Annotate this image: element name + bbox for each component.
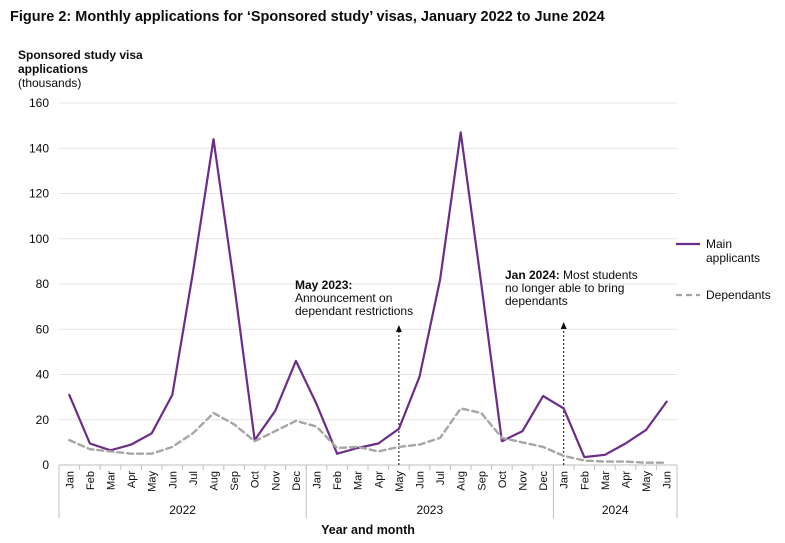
x-tick-label: Aug [209, 471, 221, 491]
year-label: 2022 [169, 503, 196, 517]
y-axis-title-block: Sponsored study visa applications (thous… [18, 48, 178, 90]
x-tick-label: Jan [559, 471, 571, 489]
x-tick-label: Apr [126, 471, 138, 488]
y-tick-label: 40 [36, 368, 50, 382]
x-tick-label: Oct [250, 471, 262, 488]
legend-label-line: Main [706, 237, 732, 251]
x-tick-label: Sep [229, 471, 241, 491]
annotation-text: Jan 2024: Most students no longer able to… [505, 268, 638, 308]
annotation-line: dependants [505, 294, 568, 308]
y-tick-label: 60 [36, 322, 50, 336]
y-tick-label: 140 [29, 141, 49, 155]
x-tick-label: Nov [270, 471, 282, 491]
x-tick-label: May [641, 471, 653, 492]
y-tick-label: 0 [42, 458, 49, 472]
y-tick-label: 100 [29, 232, 49, 246]
x-tick-label: Jul [188, 471, 200, 485]
x-tick-label: Apr [621, 471, 633, 488]
figure-title: Figure 2: Monthly applications for ‘Spon… [10, 9, 605, 25]
y-axis-unit: (thousands) [18, 76, 82, 90]
x-tick-label: Jan [312, 471, 324, 489]
x-tick-label: Mar [600, 471, 612, 490]
x-tick-label: Dec [538, 471, 550, 491]
x-tick-label: Apr [373, 471, 385, 488]
legend-label-line: applicants [706, 251, 760, 265]
x-tick-label: Feb [85, 471, 97, 490]
annotation-line: no longer able to bring [505, 281, 624, 295]
x-tick-label: Nov [518, 471, 530, 491]
year-label: 2024 [602, 503, 629, 517]
annotation-bold: Jan 2024: [505, 268, 560, 282]
y-axis-title: Sponsored study visa applications [18, 48, 143, 76]
x-tick-label: Jan [64, 471, 76, 489]
x-tick-label: Jun [662, 471, 674, 489]
annotation-text: May 2023: Announcement on dependant restri… [295, 278, 413, 318]
x-tick-label: Jun [167, 471, 179, 489]
legend-label: Main applicants [706, 237, 760, 265]
x-tick-label: Sep [476, 471, 488, 491]
y-tick-label: 80 [36, 277, 50, 291]
y-tick-label: 160 [29, 96, 49, 110]
x-tick-label: Jun [415, 471, 427, 489]
annotation-arrowhead [560, 322, 567, 329]
x-tick-label: May [147, 471, 159, 492]
series-line-main-applicants [68, 131, 668, 459]
x-tick-label: Jul [435, 471, 447, 485]
x-axis-title: Year and month [321, 523, 415, 537]
x-tick-label: Feb [579, 471, 591, 490]
series-line-dependants [68, 407, 668, 464]
x-tick-label: Aug [456, 471, 468, 491]
x-tick-label: Mar [353, 471, 365, 490]
annotation-bold: May 2023: [295, 278, 352, 292]
x-tick-label: Oct [497, 471, 509, 488]
annotation-arrowhead [395, 325, 402, 332]
y-tick-label: 20 [36, 413, 50, 427]
annotation-line: dependant restrictions [295, 304, 413, 318]
x-tick-label: Mar [106, 471, 118, 490]
x-tick-label: Dec [291, 471, 303, 491]
annotation-line: Announcement on [295, 291, 392, 305]
year-label: 2023 [416, 503, 443, 517]
y-tick-label: 120 [29, 187, 49, 201]
annotation-line: Most students [560, 268, 638, 282]
legend-label: Dependants [706, 288, 771, 302]
x-tick-label: May [394, 471, 406, 492]
x-tick-label: Feb [332, 471, 344, 490]
